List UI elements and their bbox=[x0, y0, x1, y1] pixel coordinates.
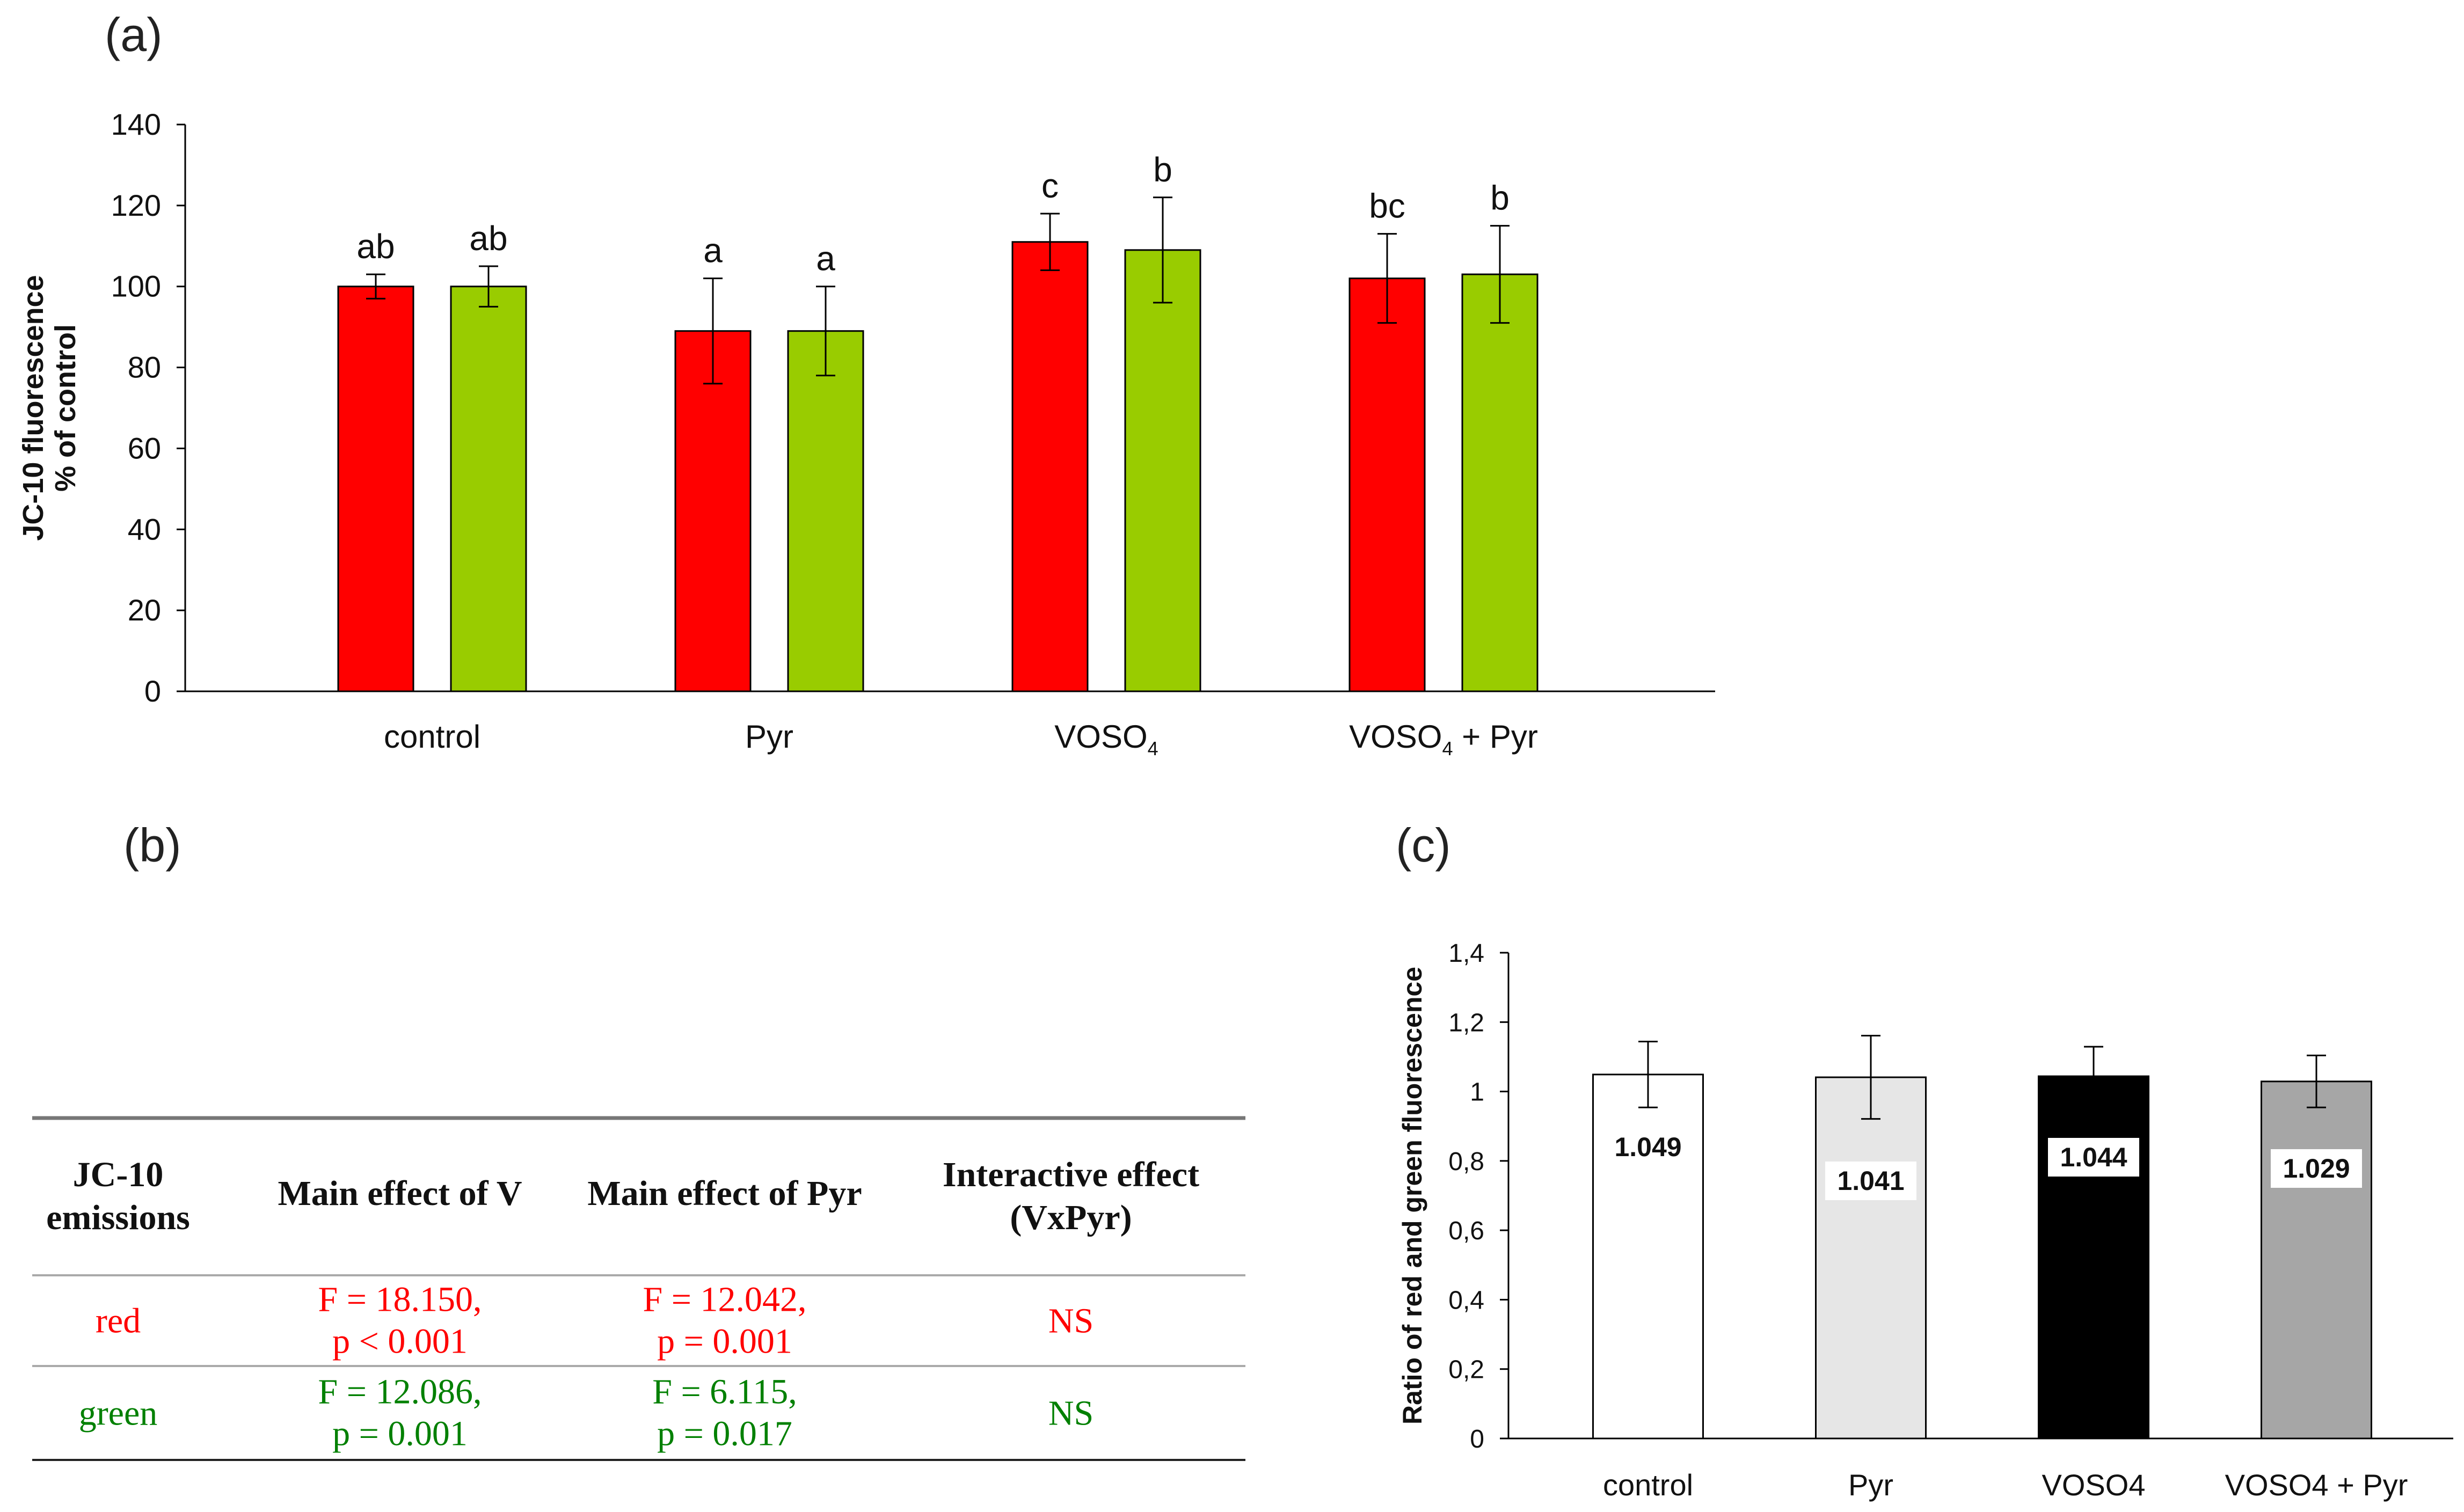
significance-letter: ab bbox=[469, 219, 507, 258]
category-label: control bbox=[384, 719, 480, 755]
category-label: VOSO4 + Pyr bbox=[2225, 1468, 2408, 1502]
bar-red bbox=[1011, 241, 1089, 692]
y-tick-label: 1,4 bbox=[1448, 939, 1484, 968]
table-header: (VxPyr) bbox=[1010, 1198, 1132, 1237]
y-axis-label: Ratio of red and green fluorescence bbox=[1397, 967, 1427, 1425]
bar-red bbox=[337, 286, 414, 692]
data-label: 1.041 bbox=[1837, 1166, 1904, 1196]
table-cell: p = 0.017 bbox=[657, 1414, 792, 1453]
y-tick-label: 0,8 bbox=[1448, 1148, 1484, 1176]
bar bbox=[2038, 1075, 2149, 1440]
y-tick-label: 120 bbox=[111, 188, 161, 222]
chart-c: 0 0,2 0,4 0,6 0,8 1 1,2 1,4 Ratio of red and gre… bbox=[1397, 939, 2453, 1502]
data-label-box bbox=[1602, 1128, 1694, 1166]
table-cell: NS bbox=[1048, 1394, 1094, 1433]
table-header: emissions bbox=[46, 1198, 190, 1237]
y-tick-label: 1,2 bbox=[1448, 1009, 1484, 1037]
significance-letter: a bbox=[816, 239, 835, 278]
significance-letter: b bbox=[1153, 150, 1172, 189]
table-header: Interactive effect bbox=[943, 1155, 1199, 1194]
y-tick-label: 60 bbox=[128, 431, 161, 465]
y-tick-label: 0 bbox=[144, 674, 161, 708]
category-label-subscript: 4 bbox=[1148, 737, 1158, 759]
bar-red bbox=[1348, 277, 1426, 692]
table-header: Main effect of V bbox=[278, 1174, 522, 1213]
y-axis-label-line: JC-10 fluorescence bbox=[17, 275, 49, 540]
table-cell: F = 12.042, bbox=[643, 1280, 807, 1319]
y-tick-label: 1 bbox=[1470, 1078, 1484, 1107]
table-cell: p = 0.001 bbox=[332, 1414, 468, 1453]
y-tick-label: 140 bbox=[111, 107, 161, 141]
bar-red bbox=[674, 330, 752, 692]
y-tick-label: 0,2 bbox=[1448, 1356, 1484, 1384]
category-label-main: Pyr bbox=[745, 719, 793, 755]
category-label: control bbox=[1603, 1468, 1693, 1502]
bar bbox=[2261, 1080, 2372, 1440]
table-cell: F = 18.150, bbox=[318, 1280, 482, 1319]
data-label-box bbox=[1825, 1162, 1916, 1200]
y-tick-label: 80 bbox=[128, 350, 161, 384]
category-label: Pyr bbox=[745, 719, 793, 755]
y-tick-label: 0,6 bbox=[1448, 1217, 1484, 1245]
table-cell: p = 0.001 bbox=[657, 1322, 792, 1361]
category-label: VOSO4 + Pyr bbox=[1349, 719, 1538, 759]
bar-green bbox=[450, 286, 527, 692]
bar-green bbox=[1461, 273, 1539, 692]
y-tick-label: 20 bbox=[128, 593, 161, 627]
category-label: VOSO4 bbox=[2042, 1468, 2146, 1502]
bar bbox=[1815, 1076, 1927, 1440]
significance-letter: c bbox=[1041, 166, 1059, 205]
data-label: 1.044 bbox=[2060, 1142, 2127, 1172]
category-label-main: VOSO bbox=[1349, 719, 1442, 755]
category-label-main: VOSO bbox=[1054, 719, 1147, 755]
y-tick-label: 0 bbox=[1470, 1425, 1484, 1453]
significance-letter: bc bbox=[1369, 187, 1405, 225]
category-label: VOSO4 bbox=[1054, 719, 1158, 759]
category-label-tail: + Pyr bbox=[1453, 719, 1538, 755]
panel-c-label: (c) bbox=[1396, 819, 1451, 872]
category-label-main: control bbox=[384, 719, 480, 755]
y-tick-label: 40 bbox=[128, 512, 161, 546]
table-header: Main effect of Pyr bbox=[587, 1174, 862, 1213]
y-tick-label: 100 bbox=[111, 269, 161, 303]
chart-a: 0 20 40 60 80 100 120 140 JC-10 fluorescence% of… bbox=[17, 107, 1715, 759]
significance-letter: a bbox=[703, 231, 723, 270]
table-cell: NS bbox=[1048, 1302, 1094, 1341]
table-cell: p < 0.001 bbox=[332, 1322, 468, 1361]
table-cell: red bbox=[96, 1302, 141, 1341]
y-axis-label: JC-10 fluorescence% of control bbox=[17, 275, 82, 540]
data-label: 1.029 bbox=[2283, 1153, 2350, 1184]
category-label-subscript: 4 bbox=[1442, 737, 1453, 759]
category-label: Pyr bbox=[1848, 1468, 1893, 1502]
panel-a-label: (a) bbox=[105, 8, 163, 61]
panel-b-label: (b) bbox=[123, 819, 181, 872]
table-cell: F = 6.115, bbox=[652, 1372, 797, 1412]
bar-green bbox=[1124, 249, 1201, 692]
table-b: JC-10 emissions Main effect of V Main effec… bbox=[32, 1116, 1245, 1461]
data-label-box bbox=[2271, 1149, 2362, 1188]
y-axis-label-line: % of control bbox=[49, 324, 82, 492]
data-label-box bbox=[2048, 1138, 2139, 1177]
bar-green bbox=[787, 330, 864, 692]
y-tick-label: 0,4 bbox=[1448, 1286, 1484, 1314]
data-label: 1.049 bbox=[1614, 1132, 1681, 1162]
table-cell: green bbox=[79, 1394, 158, 1433]
table-cell: F = 12.086, bbox=[318, 1372, 482, 1412]
significance-letter: ab bbox=[356, 227, 395, 266]
significance-letter: b bbox=[1490, 179, 1510, 217]
table-header: JC-10 bbox=[73, 1155, 164, 1194]
